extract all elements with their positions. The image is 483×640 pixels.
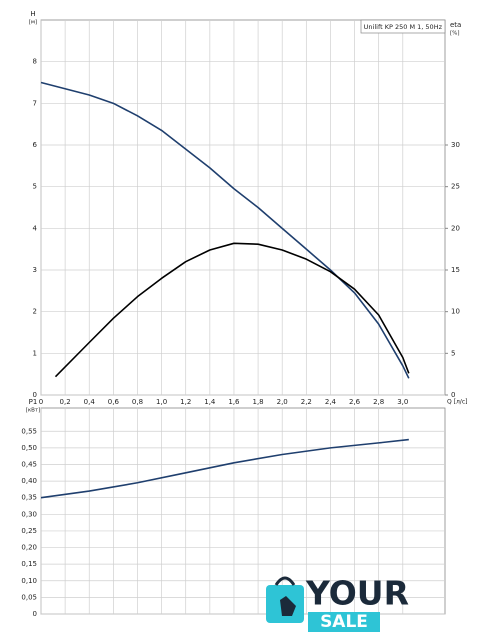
y-tick-label: 0,45: [21, 460, 37, 468]
y-tick-label: 0,35: [21, 494, 37, 502]
y-tick-label: 0,15: [21, 560, 37, 568]
y-tick-label: 0,55: [21, 427, 37, 435]
x-tick-label: 2,2: [301, 398, 312, 406]
x-tick-label: 1,4: [204, 398, 216, 406]
y2-tick-label: 10: [451, 308, 460, 316]
y2-tick-label: 30: [451, 141, 460, 149]
y-tick-label: 0: [33, 610, 37, 618]
logo-hand: [280, 596, 296, 616]
x-tick-label: 0,8: [132, 398, 143, 406]
y2-tick-label: 15: [451, 266, 460, 274]
x-tick-label: 1,0: [156, 398, 167, 406]
logo-handle: [274, 576, 296, 586]
y-tick-label: 0,10: [21, 577, 37, 585]
y2-axis-label: eta: [450, 21, 461, 29]
x-tick-label: 0,2: [60, 398, 71, 406]
x-tick-label: 0,6: [108, 398, 120, 406]
y-axis-unit: [м]: [29, 20, 37, 26]
x-tick-label: 2,4: [325, 398, 337, 406]
x-tick-label: 1,2: [180, 398, 191, 406]
logo-text: YOUR: [305, 574, 409, 613]
x-tick-label: 1,8: [253, 398, 264, 406]
x-tick-label: 2,8: [373, 398, 384, 406]
y-tick-label: 0,50: [21, 444, 37, 452]
y-tick-label: 0,25: [21, 527, 37, 535]
y-tick-label: 6: [33, 141, 38, 149]
y-tick-label: 4: [33, 224, 38, 232]
x-tick-label: 2,0: [277, 398, 288, 406]
title-box: [360, 19, 446, 34]
x-tick-label: 0,4: [84, 398, 96, 406]
curve: [40, 81, 410, 379]
y-axis-unit: [кВт]: [26, 408, 41, 414]
x-tick-label: 1,6: [228, 398, 240, 406]
y-tick-label: 5: [33, 183, 37, 191]
curve: [54, 242, 410, 378]
logo-box: [308, 612, 380, 632]
y-axis-label: H: [30, 10, 35, 18]
x-tick-label: 2,6: [349, 398, 361, 406]
x-axis-label: Q [л/с]: [447, 399, 467, 406]
x-tick-label: 0: [39, 398, 43, 406]
y-tick-label: 3: [33, 266, 37, 274]
y-tick-label: 8: [33, 58, 37, 66]
y-tick-label: 0,30: [21, 510, 37, 518]
y2-axis-unit: [%]: [450, 31, 460, 37]
x-tick-label: 3,0: [397, 398, 408, 406]
y2-tick-label: 5: [451, 349, 455, 357]
chart-title: Unilift KP 250 M 1, 50Hz: [364, 23, 443, 31]
y-axis-label: P1: [29, 398, 38, 406]
logo-text: SALE: [320, 612, 368, 632]
y-tick-label: 0,40: [21, 477, 37, 485]
y-tick-label: 7: [33, 99, 37, 107]
y-tick-label: 2: [33, 308, 37, 316]
y2-tick-label: 25: [451, 183, 460, 191]
y-tick-label: 0,05: [21, 593, 37, 601]
y2-tick-label: 0: [451, 391, 455, 399]
y-tick-label: 1: [33, 349, 37, 357]
logo: YOUR SALE: [266, 574, 409, 632]
curve: [40, 438, 409, 499]
y-tick-label: 0: [33, 391, 37, 399]
y-tick-label: 0,20: [21, 544, 37, 552]
plot-area: [40, 19, 446, 396]
y2-tick-label: 20: [451, 224, 460, 232]
